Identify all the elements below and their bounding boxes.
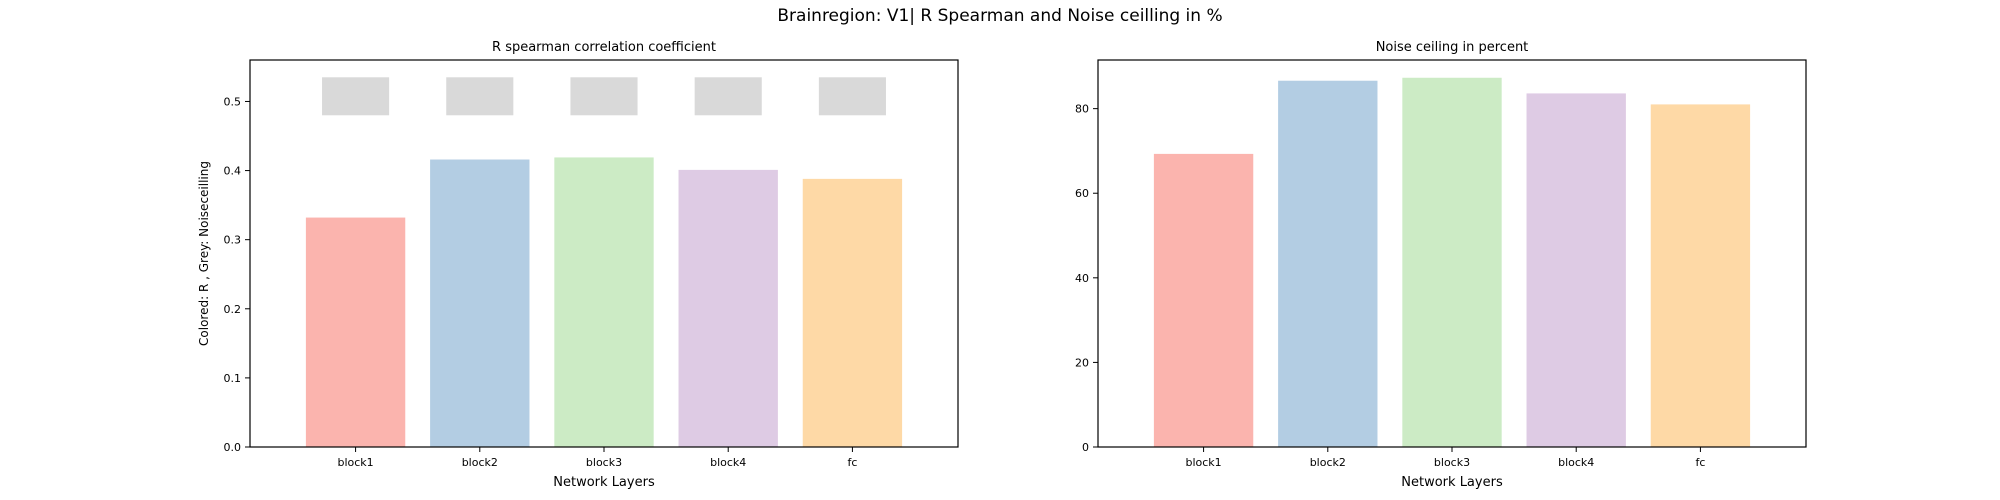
y-tick-label: 0.4	[224, 165, 242, 178]
y-tick-label: 0.0	[224, 441, 242, 454]
x-tick-label: block1	[1185, 456, 1221, 469]
bar-block4	[1526, 93, 1626, 447]
bar-block4	[678, 169, 778, 447]
y-tick-label: 80	[1075, 103, 1089, 116]
y-tick-label: 0.1	[224, 372, 242, 385]
chart-title: Noise ceiling in percent	[1376, 40, 1529, 55]
y-axis-label: Colored: R , Grey: Noiseceilling	[197, 161, 211, 346]
x-tick-label: block3	[586, 456, 622, 469]
panel-r-spearman: 0.0 0.1 0.2 0.3 0.4 0.5 block1 block2 block3 bloc…	[197, 40, 959, 490]
bar-block1	[305, 217, 406, 447]
noise-ceiling-marker	[694, 77, 762, 116]
noise-ceiling-marker	[446, 77, 514, 116]
y-tick-label: 0.2	[224, 303, 242, 316]
x-tick-label: fc	[847, 456, 857, 469]
x-axis-label: Network Layers	[553, 475, 655, 490]
x-tick-label: block4	[1558, 456, 1594, 469]
bar-block1	[1153, 153, 1254, 447]
figure-suptitle: Brainregion: V1| R Spearman and Noise ce…	[777, 6, 1223, 26]
bar-block2	[430, 159, 530, 447]
y-tick-label: 40	[1075, 272, 1089, 285]
y-tick-label: 20	[1075, 356, 1089, 369]
noise-ceiling-marker	[818, 77, 886, 116]
x-tick-label: block3	[1434, 456, 1470, 469]
x-tick-label: block4	[710, 456, 746, 469]
bar-fc	[1650, 104, 1751, 447]
bar-block3	[1402, 77, 1502, 448]
bar-block3	[554, 157, 654, 447]
y-tick-label: 0.5	[224, 95, 242, 108]
bar-block2	[1278, 80, 1378, 448]
y-tick-label: 0	[1082, 441, 1089, 454]
x-axis-label: Network Layers	[1401, 475, 1503, 490]
bar-fc	[802, 178, 903, 447]
chart-title: R spearman correlation coefficient	[492, 40, 716, 55]
noise-ceiling-marker	[322, 77, 390, 116]
y-tick-label: 0.3	[224, 234, 242, 247]
x-tick-label: block1	[337, 456, 373, 469]
x-tick-label: block2	[1310, 456, 1346, 469]
noise-ceiling-marker	[570, 77, 638, 116]
x-tick-label: block2	[462, 456, 498, 469]
panel-noise-ceiling: 0 20 40 60 80 block1 block2 block3 block4 fc Noise…	[1075, 40, 1807, 490]
x-tick-label: fc	[1695, 456, 1705, 469]
y-tick-label: 60	[1075, 187, 1089, 200]
